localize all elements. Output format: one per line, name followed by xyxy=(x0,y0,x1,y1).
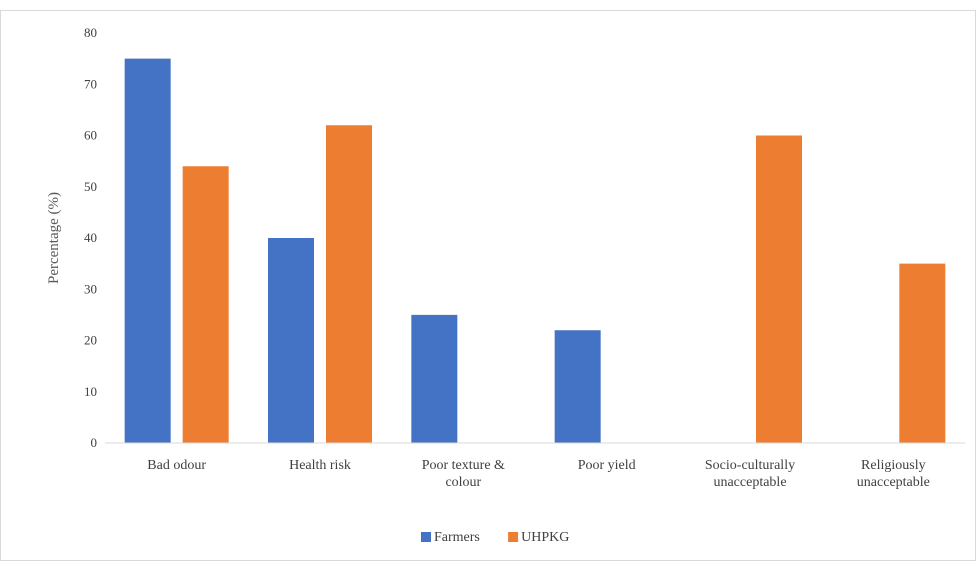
y-tick-label: 30 xyxy=(84,281,97,296)
bar-farmers-2 xyxy=(411,314,458,443)
bar-uhpkg-1 xyxy=(326,125,372,443)
y-tick-label: 0 xyxy=(91,435,98,450)
x-category-label: Health risk xyxy=(289,458,351,473)
legend-swatch-farmers xyxy=(421,532,431,542)
bar-uhpkg-4 xyxy=(756,135,802,443)
bar-uhpkg-0 xyxy=(182,166,229,443)
x-axis-labels: Bad odour Health risk Poor texture & colour… xyxy=(147,458,930,490)
bar-uhpkg-5 xyxy=(899,263,946,443)
x-category-label: Socio-culturally unacceptable xyxy=(705,458,795,490)
x-category-label: Poor yield xyxy=(578,458,636,473)
bar-farmers-3 xyxy=(554,330,601,443)
y-tick-label: 40 xyxy=(84,230,97,245)
x-category-label: Poor texture & colour xyxy=(422,458,505,490)
bar-farmers-1 xyxy=(268,238,314,443)
legend-label-farmers: Farmers xyxy=(434,530,480,545)
x-category-label: Religiously unacceptable xyxy=(857,458,930,490)
y-tick-label: 80 xyxy=(84,25,97,40)
x-category-label: Bad odour xyxy=(147,458,206,473)
y-tick-label: 20 xyxy=(84,333,97,348)
y-tick-label: 60 xyxy=(84,128,97,143)
bars xyxy=(124,58,946,443)
y-tick-label: 10 xyxy=(84,384,97,399)
legend-label-uhpkg: UHPKG xyxy=(521,530,569,545)
y-tick-label: 50 xyxy=(84,179,97,194)
legend-swatch-uhpkg xyxy=(508,532,519,542)
y-axis-title: Percentage (%) xyxy=(46,192,62,284)
bar-farmers-0 xyxy=(124,58,171,443)
y-axis-ticks: 0 10 20 30 40 50 60 70 80 xyxy=(84,25,97,450)
y-tick-label: 70 xyxy=(84,76,97,91)
legend: Farmers UHPKG xyxy=(421,530,569,545)
